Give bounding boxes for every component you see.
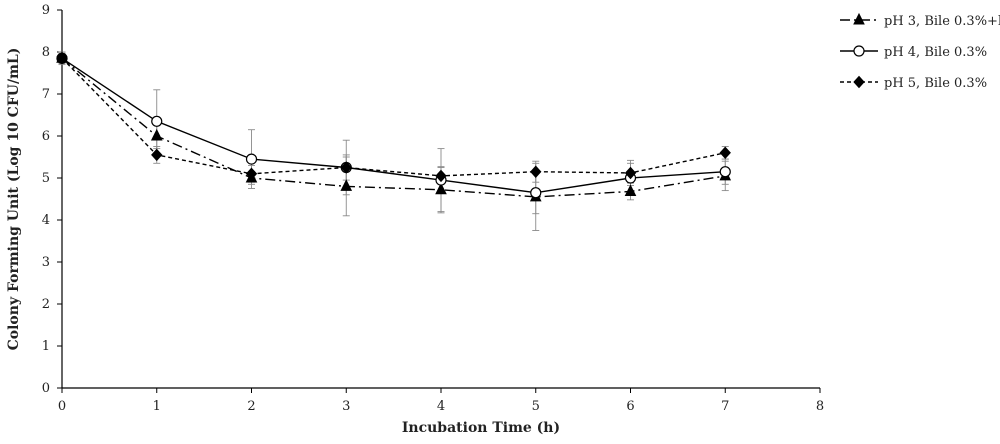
data-point	[853, 45, 865, 57]
series-lines	[61, 57, 726, 198]
x-tick-label: 8	[816, 399, 824, 414]
axes: 0 1 2 3 4 5 6 7 8 9 0 1 2 3 4 5 6 7 8	[42, 3, 824, 414]
x-tick-label: 0	[58, 399, 66, 414]
legend: pH 3, Bile 0.3%+k1c! pH 4, Bile 0.3% pH 5,…	[840, 12, 1000, 91]
data-point	[435, 182, 447, 195]
data-point	[435, 169, 447, 183]
data-point	[245, 167, 258, 181]
y-axis-title: Colony Forming Unit (Log 10 CFU/mL)	[6, 48, 22, 351]
x-tick-label: 6	[626, 399, 634, 414]
series-markers	[56, 51, 732, 202]
y-tick-label: 5	[42, 171, 50, 186]
data-point	[624, 166, 637, 180]
x-tick-label: 1	[153, 399, 161, 414]
error-bars	[58, 51, 729, 231]
series-line	[61, 57, 726, 198]
x-tick-label: 2	[247, 399, 255, 414]
y-tick-label: 6	[42, 129, 50, 144]
data-point	[340, 161, 352, 174]
x-tick-label: 3	[342, 399, 350, 414]
data-point	[56, 52, 68, 64]
data-point	[719, 166, 731, 178]
data-point	[624, 184, 637, 196]
y-tick-label: 4	[42, 213, 50, 228]
data-point	[853, 12, 865, 25]
legend-label: pH 4, Bile 0.3%	[884, 45, 987, 60]
y-tick-label: 7	[42, 87, 50, 102]
data-point	[719, 146, 731, 160]
y-tick-label: 3	[42, 255, 50, 270]
data-point	[151, 148, 163, 162]
x-tick-label: 7	[721, 399, 729, 414]
data-point	[151, 115, 163, 127]
x-tick-label: 4	[437, 399, 445, 414]
series-line	[61, 57, 726, 194]
y-tick-label: 2	[42, 297, 50, 312]
y-tick-label: 8	[42, 45, 50, 60]
data-point	[530, 165, 542, 178]
data-point	[853, 75, 865, 89]
data-point	[245, 153, 258, 165]
y-tick-label: 1	[42, 339, 50, 354]
series-line	[61, 57, 726, 177]
legend-label: pH 5, Bile 0.3%	[884, 76, 987, 91]
x-tick-label: 5	[532, 399, 540, 414]
data-point	[530, 187, 542, 199]
data-point	[340, 179, 353, 191]
y-tick-label: 0	[42, 381, 50, 396]
y-tick-label: 9	[42, 3, 50, 18]
x-axis-title: Incubation Time (h)	[402, 420, 560, 436]
data-point	[150, 128, 163, 141]
legend-label: pH 3, Bile 0.3%+k1c!	[884, 14, 1000, 29]
